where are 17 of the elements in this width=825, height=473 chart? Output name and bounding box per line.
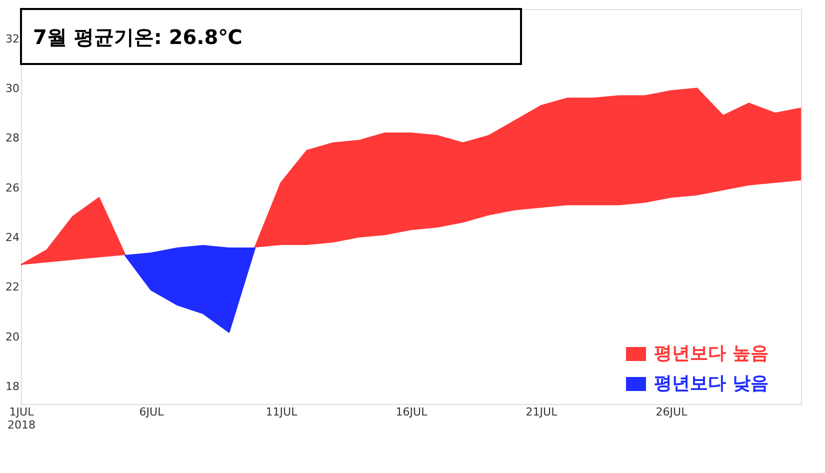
legend-label: 평년보다 낮음 [654, 373, 768, 394]
y-tick-label: 20 [6, 330, 20, 344]
y-tick-label: 26 [6, 181, 20, 194]
x-tick-label: 6JUL [139, 406, 165, 418]
y-tick-label: 22 [6, 280, 20, 294]
y-tick-label: 18 [6, 380, 20, 394]
x-tick-label: 11JUL [266, 406, 298, 418]
y-tick-label: 30 [6, 82, 20, 95]
x-tick-label: 16JUL [396, 406, 428, 418]
x-tick-label: 21JUL [526, 406, 558, 418]
x-tick-label: 26JUL [656, 406, 688, 418]
y-tick-label: 28 [6, 132, 20, 145]
legend-label: 평년보다 높음 [654, 343, 768, 364]
x-tick-label: 1JUL 2018 [8, 406, 36, 432]
text: 7월 평균기온: 26.8℃ [33, 25, 242, 49]
y-tick-label: 24 [6, 231, 20, 244]
y-tick-label: 32 [6, 32, 20, 46]
